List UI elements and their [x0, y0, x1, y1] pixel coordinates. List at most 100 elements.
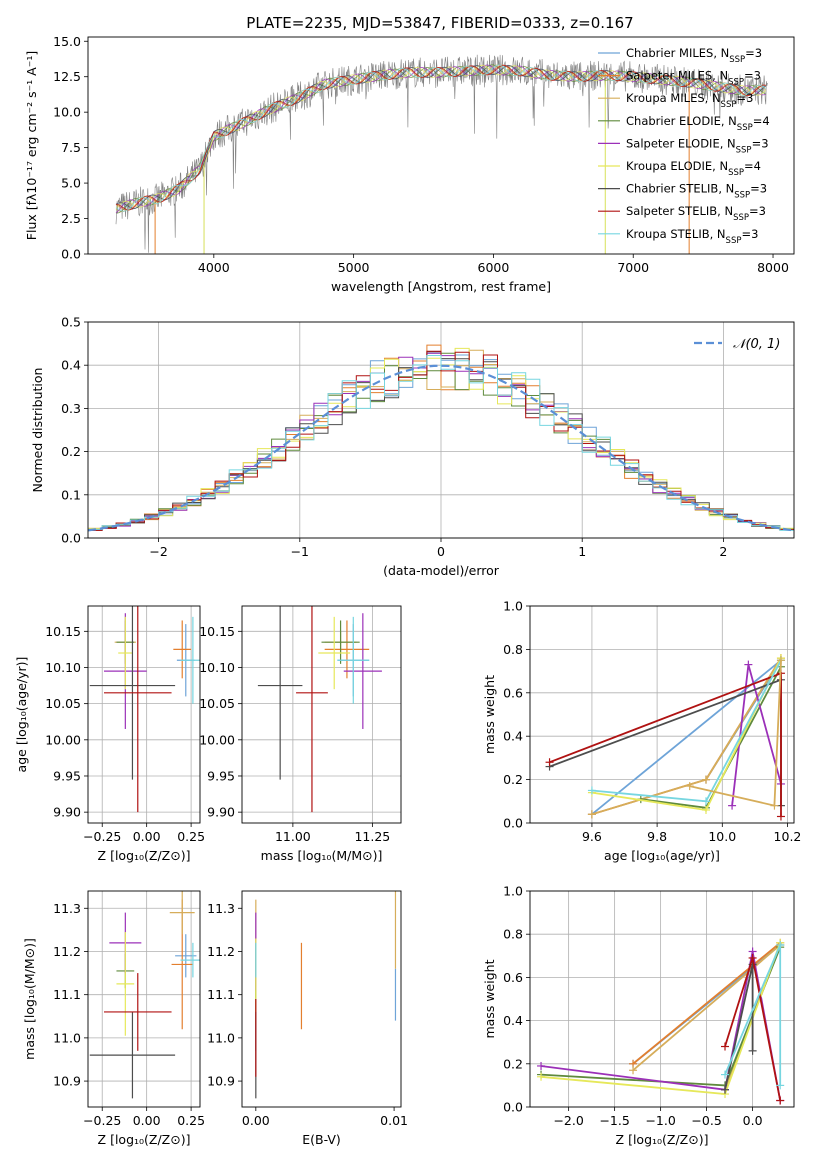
legend-entry-label: Chabrier ELODIE, N [626, 114, 737, 128]
legend-entry-label: Salpeter STELIB, N [626, 204, 733, 218]
panel-age_vs_Z: −0.25 0.00 0.25 9.90 9.95 10.00 10.05 10.10 10.1… [14, 605, 205, 863]
legend-entry-sub: SSP [733, 213, 749, 223]
y-tick-label: 0.3 [61, 401, 81, 416]
y-axis-label: age [log₁₀(age/yr)] [14, 657, 29, 773]
axes-frame [87, 605, 201, 824]
errorbar-point [118, 616, 133, 690]
x-tick-label: 0.00 [133, 1113, 161, 1128]
y-tick-label: 0.8 [503, 642, 523, 657]
observed-spectrum [115, 54, 768, 253]
y-tick-label: 10.0 [53, 105, 81, 120]
x-tick-label: 0.0 [743, 1113, 763, 1128]
y-tick-label: 12.5 [53, 69, 81, 84]
panel-weight_vs_Z: −2.0 −1.5 −1.0 −0.5 0.0 0.0 0.2 0.4 0.6 0.8 1.0 Z [… [482, 884, 795, 1147]
errorbar-point [180, 616, 200, 704]
axes-frame [87, 890, 201, 1108]
x-tick-label: 0.01 [380, 1113, 408, 1128]
legend-entry-label: Chabrier STELIB, N [626, 182, 734, 196]
errorbar-point [173, 620, 192, 679]
legend-entry: Kroupa STELIB, NSSP=3 [626, 227, 758, 246]
x-tick-label: 10.0 [708, 829, 736, 844]
legend-entry-suffix: =3 [741, 227, 758, 241]
errorbar-point [104, 606, 172, 813]
y-tick-label: 5.0 [61, 176, 81, 191]
plot-area [545, 654, 785, 821]
weight-marker [721, 1085, 730, 1094]
x-tick-label: 10.2 [774, 829, 802, 844]
legend-entry: 𝒩(0, 1) [733, 337, 780, 352]
residual-histogram [88, 355, 794, 531]
model-fit-line [115, 65, 767, 209]
y-tick-label: 11.0 [207, 1030, 235, 1045]
y-tick-label: 10.9 [53, 1074, 81, 1089]
y-axis-label: mass weight [482, 675, 497, 754]
weight-marker [537, 1072, 546, 1081]
y-tick-label: 10.05 [45, 696, 81, 711]
plot-area [88, 344, 794, 532]
weight-series-line [549, 671, 782, 817]
x-tick-label: 0.00 [242, 1113, 270, 1128]
y-tick-label: 0.0 [503, 1100, 523, 1115]
weight-marker [702, 805, 710, 814]
y-tick-label: 11.2 [53, 944, 81, 959]
legend-entry-label: Salpeter ELODIE, N [626, 136, 736, 150]
y-axis-label: Normed distribution [30, 368, 45, 493]
x-tick-label: −0.5 [691, 1113, 721, 1128]
axes-frame [87, 321, 795, 539]
model-fit-line [115, 64, 766, 211]
y-tick-label: 10.00 [45, 732, 81, 747]
x-tick-label: −2.0 [553, 1113, 583, 1128]
legend-entry-label: Kroupa ELODIE, N [626, 159, 728, 173]
plot-area [115, 54, 768, 254]
y-axis-label: Flux [fλ10⁻¹⁷ erg cm⁻² s⁻¹ A⁻¹] [24, 51, 39, 240]
legend-entry-sub: SSP [734, 191, 750, 201]
errorbar-point [324, 620, 370, 679]
errorbar-point [343, 613, 382, 729]
x-tick-label: 5000 [338, 260, 370, 275]
y-tick-label: 7.5 [61, 140, 81, 155]
axes-frame [529, 890, 795, 1108]
weight-marker [702, 797, 710, 806]
weight-marker [545, 758, 554, 767]
x-axis-label: (data-model)/error [383, 563, 500, 578]
legend-entry-suffix: =3 [750, 182, 767, 196]
legend-entry-suffix: =3 [749, 204, 766, 218]
weight-marker [587, 810, 596, 819]
weight-marker [776, 941, 785, 949]
y-tick-label: 0.4 [503, 1013, 523, 1028]
panel-mass_vs_Z: −0.25 0.00 0.25 10.9 11.0 11.1 11.2 11.3 Z [log₁… [22, 890, 205, 1147]
y-tick-label: 10.00 [199, 732, 235, 747]
weight-marker [770, 801, 779, 810]
x-tick-label: −1.5 [599, 1113, 629, 1128]
plot-area [89, 891, 200, 1099]
legend-entry: Salpeter ELODIE, NSSP=3 [626, 136, 769, 155]
legend-entry: Kroupa ELODIE, NSSP=4 [626, 159, 761, 178]
panel-age_vs_mass: 11.00 11.25 9.90 9.95 10.00 10.05 10.10 10.15 ma… [199, 605, 402, 863]
y-tick-label: 0.1 [61, 487, 81, 502]
y-tick-label: 0.6 [503, 685, 523, 700]
y-tick-label: 11.0 [53, 1030, 81, 1045]
x-tick-label: −1 [291, 544, 309, 559]
legend-entry-sub: SSP [729, 55, 745, 65]
model-fit-line [115, 64, 767, 212]
y-tick-label: 11.1 [207, 987, 235, 1002]
x-axis-label: Z [log₁₀(Z/Z⊙)] [98, 848, 191, 863]
y-tick-label: 0.2 [503, 1056, 523, 1071]
plot-area [255, 891, 397, 1099]
panel-spectrum: 4000 5000 6000 7000 8000 0.0 2.5 5.0 7.5 10.0 12.5… [24, 34, 795, 294]
x-tick-label: −1.0 [645, 1113, 675, 1128]
weight-marker [685, 782, 694, 791]
legend-entry: Salpeter MILES, NSSP=3 [626, 69, 761, 88]
x-tick-label: 1 [578, 544, 586, 559]
y-tick-label: 0.4 [61, 358, 81, 373]
errorbar-point [180, 942, 200, 978]
x-tick-label: −0.25 [83, 1113, 121, 1128]
legend-entry-sub: SSP [726, 236, 742, 246]
y-tick-label: 0.2 [61, 444, 81, 459]
panel-mass_vs_ebv: 0.00 0.01 10.9 11.0 11.1 11.2 11.3 E(B-V) [207, 890, 408, 1147]
legend-entry-suffix: =3 [744, 69, 761, 83]
legend-entry-sub: SSP [728, 78, 744, 88]
y-tick-label: 2.5 [61, 211, 81, 226]
y-tick-label: 0.0 [61, 247, 81, 262]
